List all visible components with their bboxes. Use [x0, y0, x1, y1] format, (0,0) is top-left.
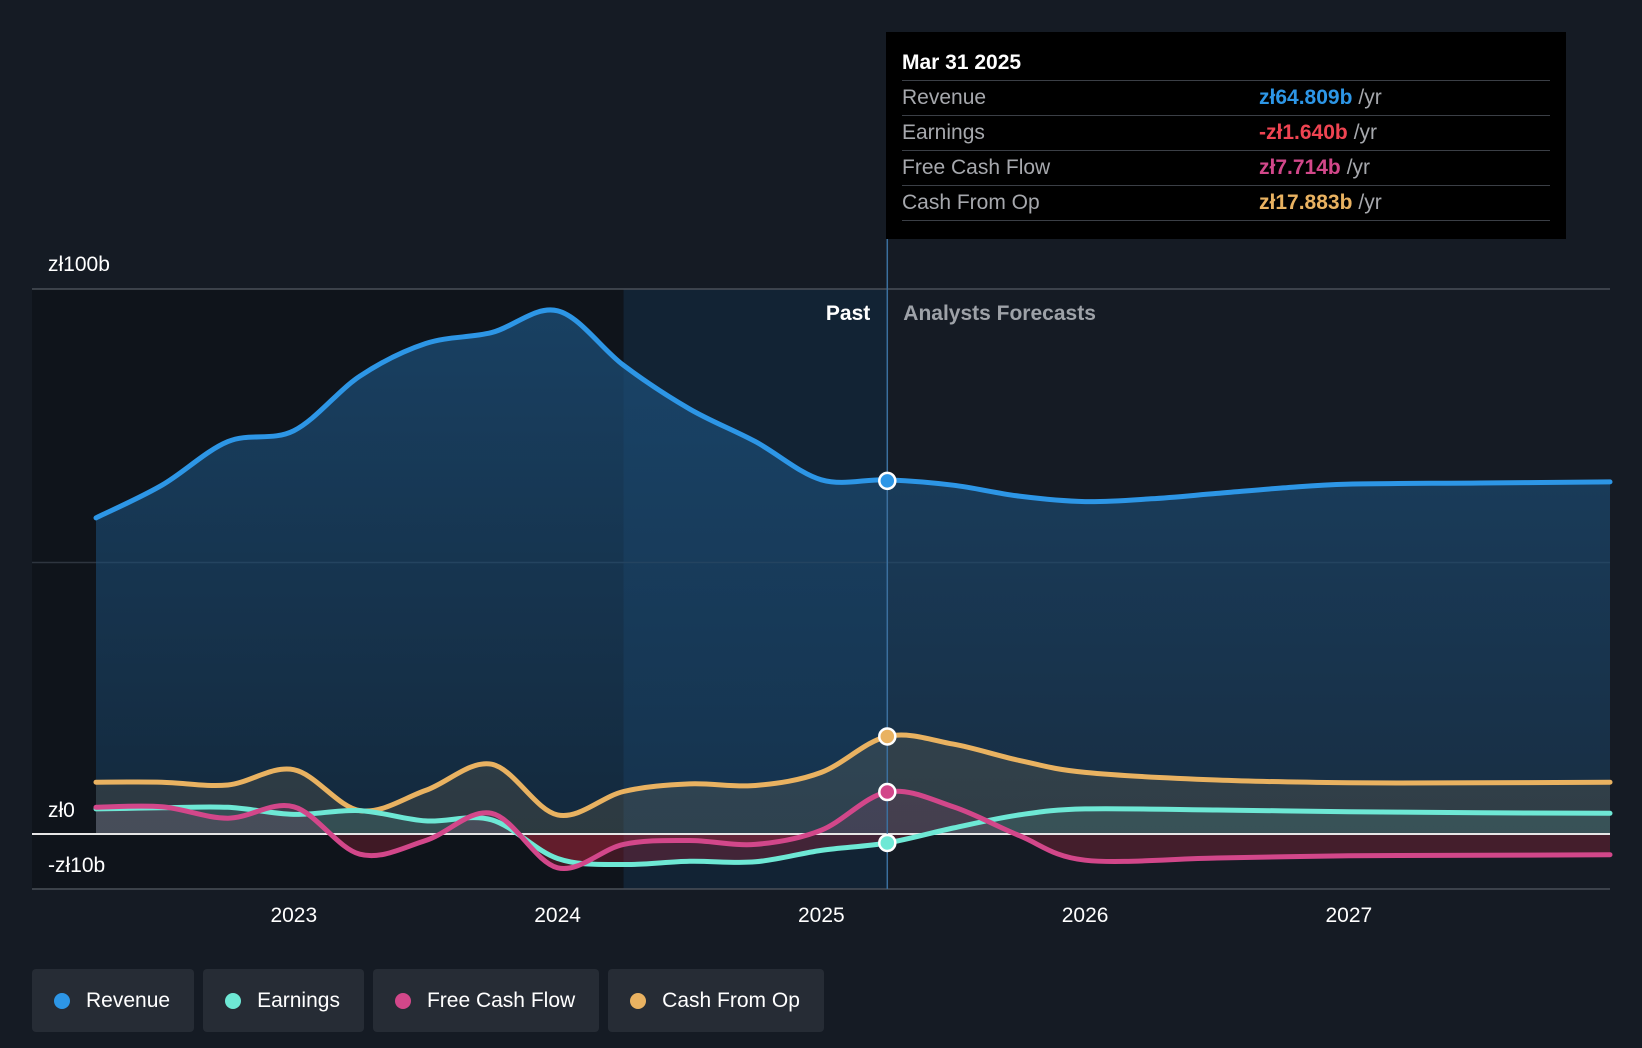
revenue-dot-icon: [54, 992, 70, 1009]
cash-from-op-marker[interactable]: [878, 727, 897, 746]
forecast-label: Analysts Forecasts: [903, 302, 1096, 325]
earnings-area: [96, 806, 1610, 834]
free-cash-flow-line: [93, 788, 1613, 872]
legend-label: Earnings: [257, 988, 340, 1012]
legend-item-free-cash-flow[interactable]: Free Cash Flow: [372, 969, 600, 1032]
tooltip-row-cash-from-op: Cash From Op zł17.883b /yr: [902, 185, 1550, 221]
tooltip-row-earnings: Earnings -zł1.640b /yr: [902, 115, 1550, 150]
earnings-marker[interactable]: [878, 833, 897, 853]
tooltip-date: Mar 31 2025: [902, 51, 1022, 74]
x-tick-label: 2023: [270, 904, 317, 927]
y-tick-label: zł0: [48, 799, 75, 822]
tooltip-label: Earnings: [902, 121, 985, 144]
legend-label: Cash From Op: [662, 988, 800, 1012]
x-tick-label: 2025: [798, 904, 845, 927]
financial-chart: Past Analysts Forecasts zł100bzł0-zł10b …: [32, 238, 1613, 927]
revenue-marker[interactable]: [878, 471, 897, 491]
free-cash-flow-marker[interactable]: [878, 782, 897, 802]
tooltip-row-revenue: Revenue zł64.809b /yr: [902, 80, 1550, 115]
tooltip-unit: /yr: [1358, 86, 1382, 109]
y-tick-label: zł100b: [48, 253, 110, 276]
x-tick-label: 2027: [1326, 904, 1373, 927]
tooltip-label: Cash From Op: [902, 191, 1040, 214]
tooltip-value: zł64.809b: [1259, 86, 1353, 109]
earnings-negative-area: [96, 834, 1610, 865]
cash-from-op-line: [93, 732, 1613, 818]
tooltip-label: Revenue: [902, 86, 987, 109]
x-tick-label: 2024: [534, 904, 581, 927]
tooltip-value: zł17.883b: [1259, 191, 1353, 214]
y-tick-label: -zł10b: [48, 854, 105, 877]
past-label: Past: [826, 302, 870, 325]
tooltip: Mar 31 2025 Revenue zł64.809b /yr Earnin…: [886, 32, 1566, 239]
legend-item-earnings[interactable]: Earnings: [203, 969, 364, 1032]
tooltip-value: -zł1.640b: [1259, 121, 1348, 144]
tooltip-unit: /yr: [1358, 191, 1382, 214]
free-cash-flow-negative-area: [96, 834, 1610, 869]
legend-item-revenue[interactable]: Revenue: [32, 969, 195, 1032]
cash-from-op-dot-icon: [630, 992, 647, 1009]
tooltip-label: Free Cash Flow: [902, 156, 1051, 179]
legend-label: Revenue: [86, 988, 171, 1012]
revenue-area: [96, 309, 1610, 834]
earnings-line: [93, 804, 1613, 868]
tooltip-unit: /yr: [1346, 156, 1371, 179]
tooltip-unit: /yr: [1353, 121, 1378, 144]
legend-item-cash-from-op[interactable]: Cash From Op: [608, 969, 824, 1032]
free-cash-flow-dot-icon: [394, 992, 411, 1009]
earnings-dot-icon: [225, 992, 242, 1009]
revenue-line: [93, 307, 1613, 521]
tooltip-value: zł7.714b: [1259, 156, 1341, 179]
tooltip-row-free-cash-flow: Free Cash Flow zł7.714b /yr: [902, 150, 1550, 185]
x-tick-label: 2026: [1062, 904, 1109, 927]
legend-label: Free Cash Flow: [426, 988, 576, 1012]
legend: Revenue Earnings Free Cash Flow Cash Fro…: [32, 969, 824, 1032]
